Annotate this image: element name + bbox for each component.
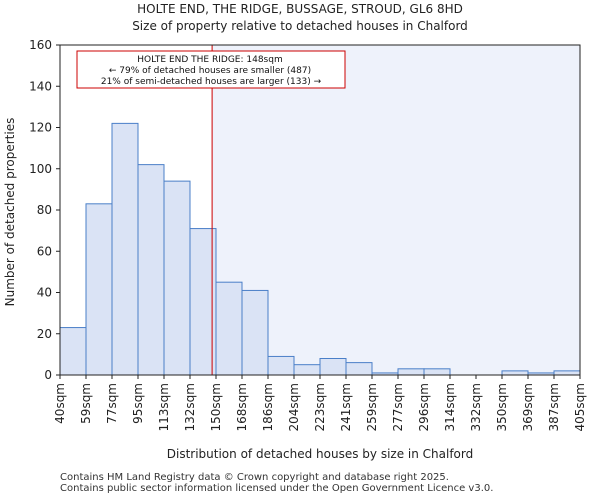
bar-241sqm — [345, 362, 373, 376]
y-axis-label: Number of detached properties — [3, 118, 17, 307]
annotation-box: HOLTE END THE RIDGE: 148sqm ← 79% of det… — [76, 50, 346, 89]
bar-150sqm — [215, 281, 243, 376]
x-tick-label: 132sqm — [183, 383, 197, 431]
annotation-line2: ← 79% of detached houses are smaller (48… — [109, 66, 311, 76]
bar-350sqm — [501, 370, 529, 376]
x-tick-label: 259sqm — [365, 383, 379, 431]
chart-title-line2: Size of property relative to detached ho… — [132, 19, 468, 33]
x-tick-label: 332sqm — [469, 383, 483, 431]
y-tick-label: 20 — [37, 327, 52, 341]
bar-168sqm — [241, 289, 269, 376]
y-tick-label: 80 — [37, 203, 52, 217]
x-tick-label: 350sqm — [495, 383, 509, 431]
x-tick-label: 241sqm — [339, 383, 353, 431]
bar-59sqm — [85, 203, 113, 376]
x-tick-label: 387sqm — [547, 383, 561, 431]
footer-line2: Contains public sector information licen… — [60, 483, 494, 494]
bars-group — [59, 122, 581, 376]
y-tick-label: 160 — [29, 38, 52, 52]
x-tick-label: 204sqm — [287, 383, 301, 431]
y-tick-label: 40 — [37, 286, 52, 300]
x-tick-label: 223sqm — [313, 383, 327, 431]
bar-223sqm — [319, 358, 347, 376]
y-tick-label: 120 — [29, 121, 52, 135]
y-tick-label: 100 — [29, 162, 52, 176]
x-tick-label: 277sqm — [391, 383, 405, 431]
y-tick-label: 60 — [37, 244, 52, 258]
axes-group: 0 20 40 60 80 100 120 140 160 40sqm 59sqm 77sqm 95sq… — [29, 38, 587, 431]
x-tick-label: 59sqm — [79, 383, 93, 424]
bar-277sqm — [397, 368, 425, 376]
x-tick-label: 296sqm — [417, 383, 431, 431]
bar-77sqm — [111, 122, 139, 376]
x-tick-label: 186sqm — [261, 383, 275, 431]
x-tick-label: 77sqm — [105, 383, 119, 424]
x-tick-label: 40sqm — [53, 383, 67, 424]
x-tick-label: 168sqm — [235, 383, 249, 431]
x-tick-label: 95sqm — [131, 383, 145, 424]
bar-95sqm — [137, 164, 165, 376]
histogram-chart: 0 20 40 60 80 100 120 140 160 40sqm 59sqm 77sqm 95sq… — [3, 38, 587, 461]
bar-204sqm — [293, 364, 321, 376]
bar-113sqm — [163, 180, 191, 376]
bar-387sqm — [553, 370, 581, 376]
x-tick-label: 369sqm — [521, 383, 535, 431]
bar-296sqm — [423, 368, 451, 376]
x-tick-label: 405sqm — [573, 383, 587, 431]
y-tick-label: 0 — [44, 368, 52, 382]
annotation-line1: HOLTE END THE RIDGE: 148sqm — [137, 55, 282, 65]
chart-title: HOLTE END, THE RIDGE, BUSSAGE, STROUD, G… — [0, 1, 600, 35]
annotation-line3: 21% of semi-detached houses are larger (… — [101, 77, 322, 87]
x-tick-label: 113sqm — [157, 383, 171, 431]
x-tick-label: 314sqm — [443, 383, 457, 431]
bar-186sqm — [267, 355, 295, 376]
footer: Contains HM Land Registry data © Crown c… — [60, 472, 493, 494]
annotation-frame — [76, 50, 346, 89]
highlight-region — [212, 45, 580, 375]
x-tick-label: 150sqm — [209, 383, 223, 431]
x-axis-label: Distribution of detached houses by size … — [167, 447, 473, 461]
bar-40sqm — [59, 327, 87, 376]
chart-title-line1: HOLTE END, THE RIDGE, BUSSAGE, STROUD, G… — [137, 2, 463, 16]
y-tick-label: 140 — [29, 79, 52, 93]
footer-line1: Contains HM Land Registry data © Crown c… — [60, 472, 449, 483]
